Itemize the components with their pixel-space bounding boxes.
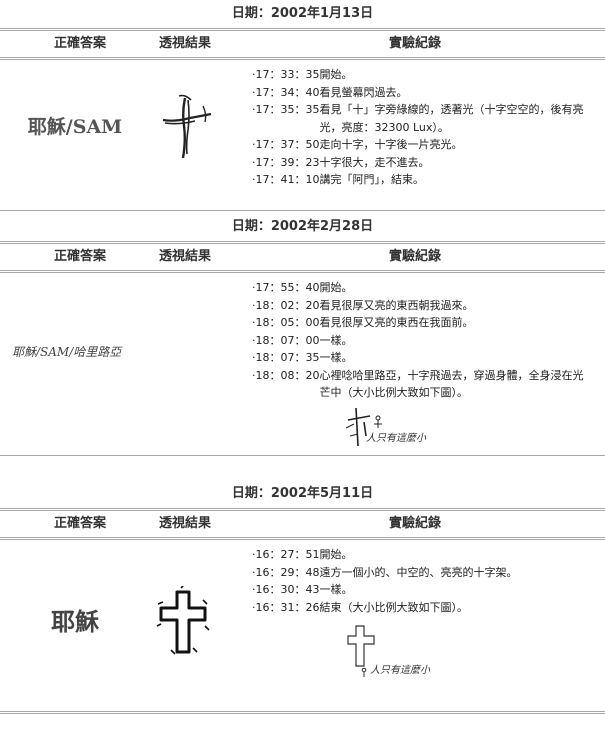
table-row: 耶穌/SAM/哈里路亞 ‧17：55：40 開始。 ‧18：02：20 看見很厚又亮… — [0, 273, 605, 456]
experiment-section-3: 日期：2002年5月11日 正確答案 透視結果 實驗紀錄 耶穌 ‧16：27：5… — [0, 480, 605, 714]
sketch-caption: 人只有這麼小 — [370, 665, 430, 676]
correct-answer: 耶穌 — [51, 607, 99, 636]
experiment-section-1: 日期：2002年1月13日 正確答案 透視結果 實驗紀錄 耶穌/SAM ‧17：… — [0, 0, 605, 211]
scale-sketch: 人只有這麼小 — [344, 620, 454, 678]
list-item: ‧18：05：00 看見很厚又亮的東西在我面前。 — [252, 316, 474, 329]
record-list: ‧16：27：51 開始。 ‧16：29：48 遠方一個小的、中空的、亮亮的十字架。… — [252, 546, 592, 678]
list-item: ‧18：07：00 一樣。 — [252, 333, 353, 347]
table-row: 耶穌/SAM ‧17：33：35 開始。 ‧17：34：40 看見螢幕閃過去。 ‧1… — [0, 60, 605, 211]
table-row: 耶穌 ‧16：27：51 開始。 ‧16：29：48 遠方一個小的、中空的、亮亮的十… — [0, 540, 605, 712]
cross-and-person-sketch — [345, 407, 382, 446]
header-answer: 正確答案 — [53, 516, 106, 531]
header-result: 透視結果 — [158, 36, 211, 51]
table-header: 正確答案 透視結果 實驗紀錄 — [0, 241, 605, 273]
bottom-divider — [0, 711, 605, 714]
header-answer: 正確答案 — [53, 249, 106, 264]
list-item: ‧16：31：26 結束（大小比例大致如下圖）。 — [252, 600, 468, 614]
table-header: 正確答案 透視結果 實驗紀錄 — [0, 28, 605, 60]
list-item: ‧17：41：10 講完「阿門」，結束。 — [252, 173, 424, 186]
record-list: ‧17：55：40 開始。 ‧18：02：20 看見很厚又亮的東西朝我過來。 ‧18… — [252, 279, 592, 450]
table-header: 正確答案 透視結果 實驗紀錄 — [0, 508, 605, 540]
date-heading: 日期：2002年2月28日 — [231, 219, 374, 234]
record-list: ‧17：33：35 開始。 ‧17：34：40 看見螢幕閃過去。 ‧17：35：35… — [252, 66, 592, 189]
viewing-result-hollow-cross-sketch — [156, 586, 210, 655]
header-result: 透視結果 — [158, 516, 211, 531]
cross-and-person-sketch — [347, 625, 375, 677]
header-record: 實驗紀錄 — [388, 249, 441, 264]
sketch-caption: 人只有這麼小 — [366, 432, 426, 444]
list-item: ‧16：29：48 遠方一個小的、中空的、亮亮的十字架。 — [252, 565, 518, 579]
experiment-section-2: 日期：2002年2月28日 正確答案 透視結果 實驗紀錄 耶穌/SAM/哈里路亞… — [0, 213, 605, 456]
correct-answer: 耶穌/SAM — [27, 116, 123, 138]
header-result: 透視結果 — [158, 249, 211, 264]
header-answer: 正確答案 — [53, 36, 106, 51]
header-record: 實驗紀錄 — [388, 516, 441, 531]
viewing-result-cross-sketch — [162, 94, 212, 159]
list-item: ‧18：02：20 看見很厚又亮的東西朝我過來。 — [252, 298, 474, 312]
list-item: ‧17：34：40 看見螢幕閃過去。 — [252, 85, 408, 99]
list-item: ‧18：07：35 一樣。 — [252, 351, 353, 364]
list-item: ‧17：39：23 十字很大，走不進去。 — [252, 155, 430, 169]
list-item: ‧18：08：20 心裡唸哈里路亞，十字飛過去，穿過身體，全身浸在光芒中（大小比例… — [252, 368, 584, 400]
correct-answer: 耶穌/SAM/哈里路亞 — [12, 345, 122, 359]
list-item: ‧16：30：43 一樣。 — [252, 583, 353, 596]
scale-sketch: 人只有這麼小 — [344, 406, 454, 450]
list-item: ‧16：27：51 開始。 — [252, 548, 353, 561]
header-record: 實驗紀錄 — [388, 36, 441, 51]
list-item: ‧17：55：40 開始。 — [252, 281, 353, 294]
list-item: ‧17：37：50 走向十字，十字後一片亮光。 — [252, 138, 463, 151]
list-item: ‧17：35：35 看見「十」字旁綠線的，透著光（十字空空的，後有亮光，亮度：32… — [252, 103, 584, 134]
date-heading: 日期：2002年1月13日 — [231, 6, 374, 21]
date-heading: 日期：2002年5月11日 — [231, 486, 374, 501]
list-item: ‧17：33：35 開始。 — [252, 68, 353, 81]
